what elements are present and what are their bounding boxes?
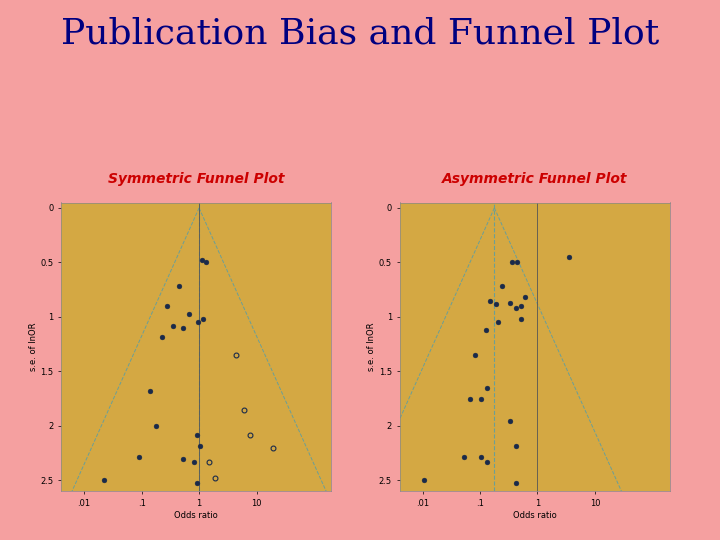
Text: Symmetric Funnel Plot: Symmetric Funnel Plot <box>107 172 284 186</box>
Text: Publication Bias and Funnel Plot: Publication Bias and Funnel Plot <box>61 16 659 50</box>
Text: Asymmetric Funnel Plot: Asymmetric Funnel Plot <box>441 172 627 186</box>
X-axis label: Odds ratio: Odds ratio <box>174 511 218 520</box>
Y-axis label: s.e. of lnOR: s.e. of lnOR <box>29 323 37 371</box>
X-axis label: Odds ratio: Odds ratio <box>513 511 557 520</box>
Y-axis label: s.e. of lnOR: s.e. of lnOR <box>367 323 376 371</box>
